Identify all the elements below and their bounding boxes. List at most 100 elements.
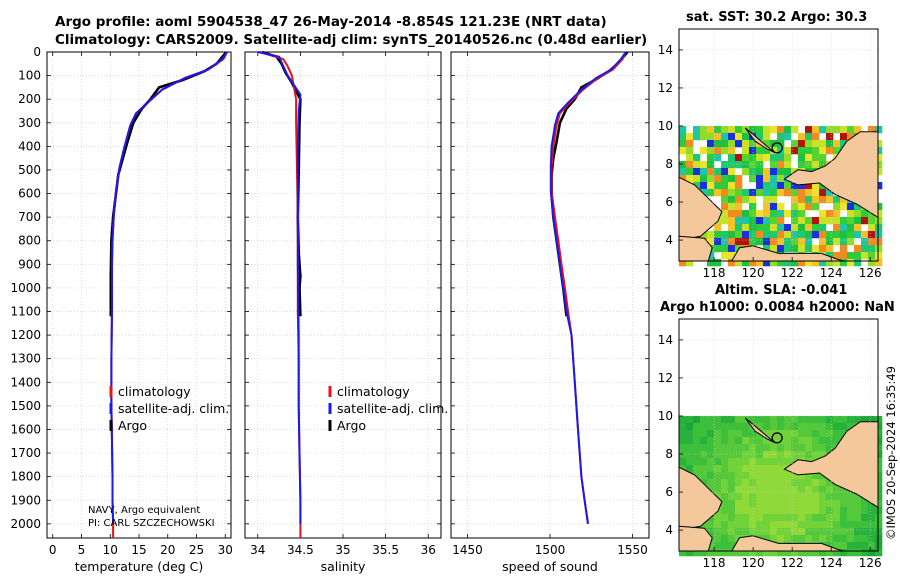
map-data-cell	[791, 195, 799, 204]
map-data-cell	[770, 492, 778, 501]
map-data-cell	[819, 520, 827, 529]
map-data-cell	[714, 457, 722, 466]
map-data-cell	[847, 251, 855, 260]
map-data-cell	[749, 499, 757, 508]
map-data-cell	[798, 153, 806, 162]
map-data-cell	[707, 485, 715, 494]
map-data-cell	[742, 188, 750, 197]
map-data-cell	[728, 223, 736, 232]
map-data-cell	[763, 174, 771, 183]
land-mass-5	[744, 417, 775, 444]
map-data-cell	[742, 153, 750, 162]
map-data-cell	[861, 527, 869, 536]
map-data-cell	[714, 492, 722, 501]
series-line-satellite-adj-clim-	[257, 51, 302, 524]
map-data-cell	[756, 153, 764, 162]
map-data-cell	[735, 548, 743, 557]
map-y-tick-label-4: 4	[665, 233, 673, 247]
map-data-cell	[854, 541, 862, 550]
map-data-cell	[693, 153, 701, 162]
map-data-cell	[812, 188, 820, 197]
map-data-cell	[840, 492, 848, 501]
map-data-cell	[728, 167, 736, 176]
map-data-cell	[707, 251, 715, 260]
map-data-cell	[847, 132, 855, 141]
map-data-cell	[749, 506, 757, 515]
map-data-cell	[742, 223, 750, 232]
map-data-cell	[742, 429, 750, 438]
map-data-cell	[749, 167, 757, 176]
y-tick-label-100: 100	[18, 69, 41, 83]
map-data-cell	[791, 415, 799, 424]
map-data-cell	[728, 513, 736, 522]
map-data-cell	[861, 499, 869, 508]
map-data-cell	[812, 478, 820, 487]
map-data-cell	[742, 527, 750, 536]
map-data-cell	[777, 223, 785, 232]
map-data-cell	[735, 457, 743, 466]
annotation-line-2: PI: CARL SZCZECHOWSKI	[88, 518, 215, 529]
map-data-cell	[679, 146, 687, 155]
map-data-cell	[854, 216, 862, 225]
map-data-cell	[707, 415, 715, 424]
map-data-cell	[721, 244, 729, 253]
x-tick-label-20: 20	[160, 543, 175, 557]
map-data-cell	[791, 499, 799, 508]
map-data-cell	[875, 153, 883, 162]
map-data-cell	[721, 499, 729, 508]
legend-label-2: Argo	[337, 418, 366, 433]
map-data-cell	[763, 436, 771, 445]
map-data-cell	[770, 520, 778, 529]
map-data-cell	[868, 216, 876, 225]
map-data-cell	[763, 202, 771, 211]
x-tick-label-34: 34	[250, 543, 265, 557]
map-data-cell	[819, 450, 827, 459]
map-y-tick-label-10: 10	[658, 119, 673, 133]
y-tick-label-500: 500	[18, 163, 41, 177]
map-data-cell	[819, 492, 827, 501]
map-data-cell	[875, 429, 883, 438]
map-data-cell	[777, 167, 785, 176]
map-data-cell	[700, 443, 708, 452]
map-data-cell	[861, 209, 869, 218]
map-data-cell	[819, 534, 827, 543]
map-data-cell	[784, 513, 792, 522]
map-data-cell	[819, 216, 827, 225]
map-data-cell	[707, 188, 715, 197]
map-data-cell	[763, 520, 771, 529]
map-data-cell	[700, 520, 708, 529]
map-data-cell	[819, 527, 827, 536]
y-tick-label-1600: 1600	[10, 422, 41, 436]
map-data-cell	[812, 450, 820, 459]
map-data-cell	[819, 244, 827, 253]
map-data-cell	[777, 457, 785, 466]
map-data-cell	[854, 202, 862, 211]
legend-label-0: climatology	[118, 384, 191, 399]
y-tick-label-0: 0	[33, 45, 41, 59]
map-y-tick-label-10: 10	[658, 409, 673, 423]
map-data-cell	[742, 195, 750, 204]
map-data-cell	[826, 237, 834, 246]
map-data-cell	[686, 146, 694, 155]
map-data-cell	[700, 230, 708, 239]
map-data-cell	[784, 443, 792, 452]
map-data-cell	[875, 492, 883, 501]
map-data-cell	[707, 471, 715, 480]
map-data-cell	[742, 450, 750, 459]
map-data-cell	[728, 499, 736, 508]
map-data-cell	[770, 422, 778, 431]
map-data-cell	[805, 534, 813, 543]
map-data-cell	[826, 478, 834, 487]
map-data-cell	[784, 167, 792, 176]
map-data-cell	[798, 132, 806, 141]
map-data-cell	[812, 244, 820, 253]
map-data-cell	[805, 132, 813, 141]
map-data-cell	[791, 478, 799, 487]
map-data-cell	[812, 492, 820, 501]
map-data-cell	[847, 230, 855, 239]
map-data-cell	[798, 209, 806, 218]
map-data-cell	[693, 450, 701, 459]
map-data-cell	[819, 499, 827, 508]
map-data-cell	[791, 506, 799, 515]
map-data-cell	[826, 230, 834, 239]
